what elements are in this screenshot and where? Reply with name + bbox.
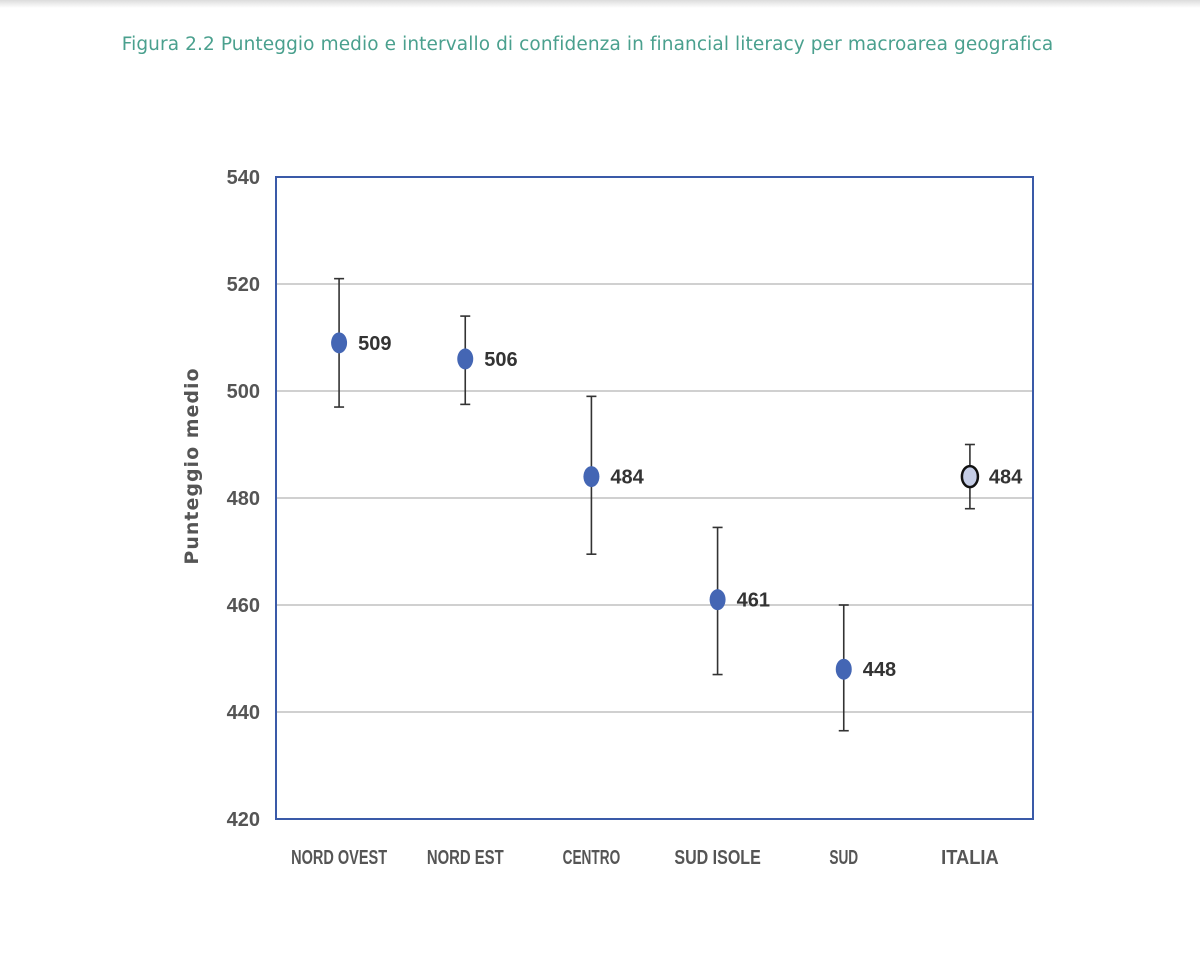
x-category-label-4: SUD ISOLE [674, 847, 760, 869]
data-point-3 [583, 466, 600, 488]
data-point-5 [835, 658, 852, 680]
y-tick-label-540: 540 [227, 167, 260, 189]
y-axis-label: Punteggio medio [181, 367, 203, 564]
data-point-2 [457, 348, 474, 370]
data-point-1 [331, 332, 348, 354]
y-tick-label-440: 440 [227, 702, 260, 724]
y-tick-label-460: 460 [227, 595, 260, 617]
y-tick-label-520: 520 [227, 274, 260, 296]
x-category-label-1: NORD OVEST [291, 847, 387, 869]
top-shadow [0, 0, 1200, 8]
y-tick-label-480: 480 [227, 488, 260, 510]
x-category-label-3: CENTRO [563, 847, 621, 869]
figure-title: Figura 2.2 Punteggio medio e intervallo … [121, 34, 1054, 55]
x-category-label-5: SUD [829, 847, 858, 869]
data-point-4 [709, 589, 726, 611]
y-tick-label-420: 420 [227, 809, 260, 831]
y-tick-label-500: 500 [227, 381, 260, 403]
x-category-label-6: ITALIA [941, 847, 999, 869]
data-label-5: 448 [863, 659, 896, 681]
x-category-label-2: NORD EST [427, 847, 504, 869]
data-label-3: 484 [610, 467, 644, 489]
data-label-2: 506 [484, 349, 517, 371]
data-label-1: 509 [358, 333, 391, 355]
plot-frame [275, 176, 1034, 820]
data-label-6: 484 [989, 467, 1023, 489]
data-point-6 [960, 464, 980, 489]
data-label-4: 461 [737, 590, 770, 612]
